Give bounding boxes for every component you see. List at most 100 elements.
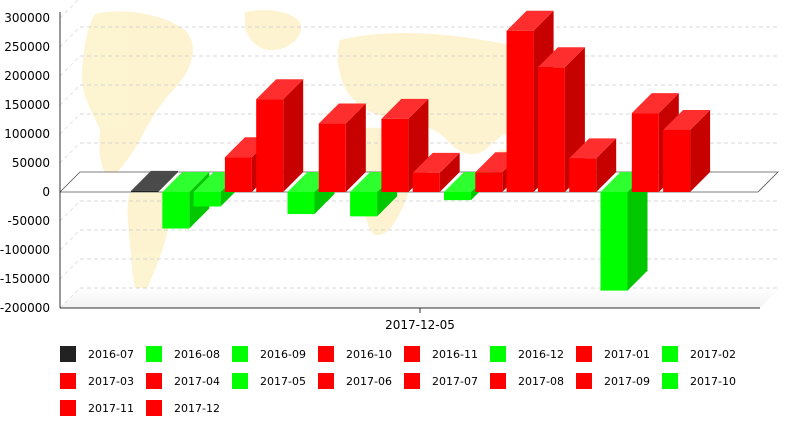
legend-swatch [60,400,76,416]
legend-swatch [576,346,592,362]
bar-top [162,172,210,192]
legend-label: 2017-11 [88,402,134,415]
gridline-depth [59,142,81,164]
bar-side [345,103,366,192]
legend-swatch [404,373,420,389]
legend-swatch [318,373,334,389]
bar-side [596,138,617,192]
bar-front [224,157,252,192]
bar-2016-07 [131,170,178,192]
bar-front [350,192,378,217]
bar-side [283,79,304,192]
legend-item-2017-01[interactable]: 2017-01 [576,346,650,362]
legend-swatch [490,373,506,389]
legend-label: 2017-07 [432,375,478,388]
bar-front [131,190,158,192]
legend-label: 2016-07 [88,348,134,361]
legend-label: 2017-12 [174,402,220,415]
legend-label: 2017-04 [174,375,220,388]
legend-label: 2017-08 [518,375,564,388]
bar-top [318,103,366,124]
y-tick-label: 0 [42,185,50,199]
gridline-depth [59,84,81,106]
legend-label: 2017-01 [604,348,650,361]
legend-label: 2016-11 [432,348,478,361]
legend-label: 2017-10 [690,375,736,388]
legend-label: 2017-09 [604,375,650,388]
y-axis: 300000 250000 200000 150000 100000 50000 0 -500… [0,11,61,315]
legend-label: 2017-02 [690,348,736,361]
legend-item-2016-11[interactable]: 2016-11 [404,346,478,362]
legend-swatch [60,346,76,362]
gridlines [59,0,780,309]
legend-swatch [232,346,248,362]
bar-front [162,192,190,229]
bar-top [256,79,304,100]
bar-2017-12 [663,109,711,192]
legend-item-2017-02[interactable]: 2017-02 [662,346,736,362]
legend-label: 2016-08 [174,348,220,361]
bar-side [627,172,648,291]
bar-front [475,172,503,192]
bar-front [569,158,597,192]
bar-top [631,93,679,114]
legend-swatch [576,373,592,389]
gridline-depth [59,0,79,19]
bar-2017-01 [318,103,366,192]
legend-item-2017-11[interactable]: 2017-11 [60,400,134,416]
bar-top [537,47,585,68]
bar-2017-09 [569,138,617,192]
legend-item-2017-07[interactable]: 2017-07 [404,373,478,389]
legend-label: 2016-09 [260,348,306,361]
bar-front [663,129,691,192]
bottom-platform [60,288,780,308]
legend-item-2017-06[interactable]: 2017-06 [318,373,392,389]
gridline-depth [59,229,81,251]
legend-item-2017-05[interactable]: 2017-05 [232,373,306,389]
legend-item-2016-12[interactable]: 2016-12 [490,346,564,362]
legend-label: 2017-03 [88,375,134,388]
legend-item-2017-04[interactable]: 2017-04 [146,373,220,389]
legend-item-2017-08[interactable]: 2017-08 [490,373,564,389]
y-tick-label: -50000 [7,214,50,228]
y-tick-label: 150000 [4,98,50,112]
legend-swatch [146,400,162,416]
legend-label: 2016-12 [518,348,564,361]
legend-item-2017-03[interactable]: 2017-03 [60,373,134,389]
legend-item-2017-09[interactable]: 2017-09 [576,373,650,389]
gridline-depth [59,113,81,135]
legend-swatch [318,346,334,362]
legend: 2016-07 2016-08 2016-09 2016-10 2016-11 2016-… [60,346,736,416]
bar-top [663,109,711,130]
legend-label: 2016-10 [346,348,392,361]
legend-item-2016-08[interactable]: 2016-08 [146,346,220,362]
gridline-depth [59,55,81,77]
legend-item-2017-12[interactable]: 2017-12 [146,400,220,416]
legend-swatch [662,373,678,389]
legend-item-2016-09[interactable]: 2016-09 [232,346,306,362]
legend-item-2016-07[interactable]: 2016-07 [60,346,134,362]
legend-swatch [490,346,506,362]
y-tick-label: -200000 [0,301,50,315]
y-tick-label: 250000 [4,40,50,54]
bar-front [256,99,284,192]
legend-item-2016-10[interactable]: 2016-10 [318,346,392,362]
x-axis: 2017-12-05 [60,307,760,332]
bar-front [537,67,565,192]
legend-swatch [146,346,162,362]
legend-label: 2017-05 [260,375,306,388]
bar-top [569,138,617,159]
y-tick-label: 100000 [4,127,50,141]
bar-2017-08 [537,47,585,192]
y-tick-label: 200000 [4,69,50,83]
legend-swatch [60,373,76,389]
bar-front [318,123,346,192]
bar-side [158,170,178,192]
gridline-depth [59,258,81,280]
legend-label: 2017-06 [346,375,392,388]
legend-item-2017-10[interactable]: 2017-10 [662,373,736,389]
bar-top [412,152,460,173]
bar-top [131,170,178,191]
bar-side [439,152,460,192]
